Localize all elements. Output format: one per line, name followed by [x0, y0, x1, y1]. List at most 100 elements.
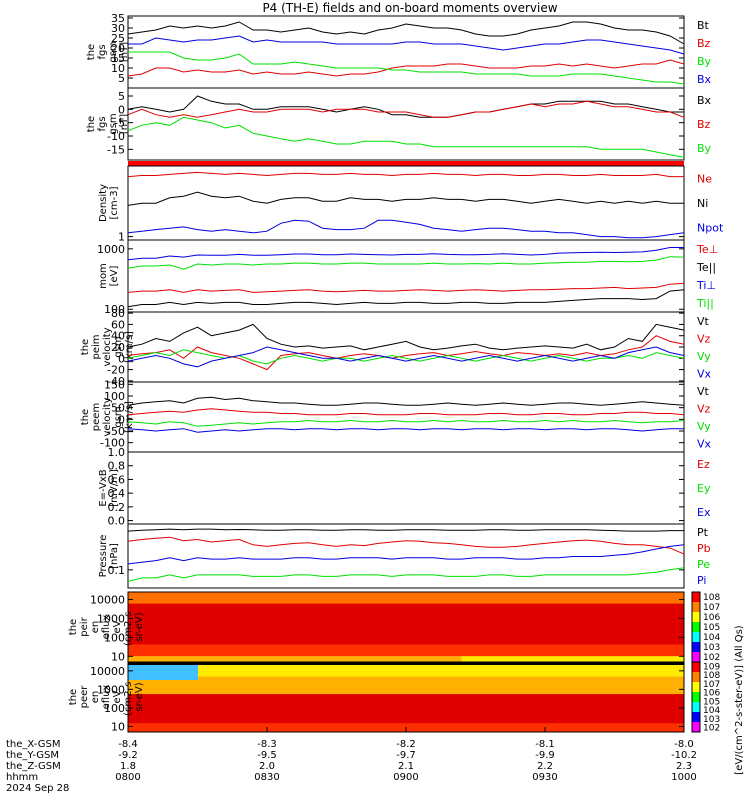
series-line-Bt [127, 21, 685, 45]
spectrogram-cell [146, 635, 157, 640]
spectrogram-cell [656, 726, 666, 730]
spectrogram-cell [257, 664, 268, 669]
spectrogram-cell [489, 612, 500, 616]
spectrogram-cell [637, 618, 648, 622]
spectrogram-cell [563, 714, 574, 718]
spectrogram-cell [368, 594, 379, 599]
spectrogram-cell [183, 612, 194, 616]
spectrogram-cell [600, 705, 611, 710]
spectrogram-cell [582, 650, 592, 654]
spectrogram-cell [554, 603, 565, 608]
spectrogram-cell [165, 691, 175, 695]
spectrogram-cell [285, 667, 296, 672]
spectrogram-cell [396, 635, 407, 640]
x-row-value: -8.2 [396, 739, 416, 750]
spectrogram-cell [128, 708, 138, 713]
spectrogram-cell [600, 720, 611, 724]
series-line-Te⊥ [127, 282, 685, 293]
spectrogram-cell [609, 699, 620, 704]
spectrogram-cell [470, 644, 481, 648]
spectrogram-cell [656, 702, 666, 707]
spectrogram-cell [183, 708, 194, 713]
spectrogram-cell [378, 667, 388, 672]
spectrogram-cell [220, 720, 231, 724]
spectrogram-cell [545, 653, 555, 657]
spectrogram-cell [350, 624, 361, 628]
spectrogram-cell [229, 624, 240, 628]
spectrogram-cell [174, 612, 185, 616]
spectrogram-cell [517, 644, 527, 648]
spectrogram-cell [637, 638, 648, 643]
spectrogram-cell [155, 702, 166, 707]
spectrogram-cell [443, 624, 453, 628]
spectrogram-cell [294, 711, 305, 715]
spectrogram-cell [387, 629, 398, 634]
spectrogram-cell [202, 670, 212, 675]
spectrogram-cell [276, 609, 287, 613]
spectrogram-cell [267, 691, 277, 695]
spectrogram-cell [192, 621, 203, 625]
spectrogram-cell [387, 702, 398, 707]
spectrogram-cell [545, 638, 555, 643]
y-tick-label: 0.1 [108, 564, 126, 577]
spectrogram-cell [294, 685, 305, 689]
spectrogram-cell [591, 621, 602, 625]
spectrogram-cell [406, 594, 416, 599]
x-row-value: 0830 [254, 772, 279, 783]
colorbar-tick-label: 102 [703, 653, 720, 663]
spectrogram-cell [674, 682, 685, 686]
spectrogram-cell [619, 694, 629, 698]
spectrogram-cell [128, 662, 684, 665]
series-line-Ti⊥ [127, 247, 684, 261]
spectrogram-cell [582, 694, 592, 698]
spectrogram-cell [396, 711, 407, 715]
spectrogram-cell [461, 635, 472, 640]
spectrogram-cell [554, 711, 565, 715]
spectrogram-cell [646, 682, 657, 686]
spectrogram-cell [257, 627, 268, 631]
spectrogram-cell [415, 597, 426, 602]
spectrogram-cell [582, 667, 592, 672]
spectrogram-cell [396, 606, 407, 610]
spectrogram-cell [257, 688, 268, 692]
spectrogram-cell [220, 656, 231, 660]
spectrogram-cell [443, 679, 453, 683]
spectrogram-cell [572, 609, 583, 613]
spectrogram-cell [572, 688, 583, 692]
spectrogram-cell [322, 606, 333, 610]
spectrogram-cell [276, 600, 287, 605]
spectrogram-cell [146, 638, 157, 643]
spectrogram-cell [211, 714, 222, 718]
spectrogram-cell [146, 714, 157, 718]
spectrogram-cell [350, 618, 361, 622]
spectrogram-cell [137, 659, 148, 663]
spectrogram-cell [545, 597, 555, 602]
spectrogram-cell [656, 708, 666, 713]
spectrogram-cell [591, 679, 602, 683]
colorbar-segment [692, 672, 700, 683]
spectrogram-cell [155, 609, 166, 613]
spectrogram-cell [211, 726, 222, 730]
spectrogram-cell [192, 641, 203, 645]
spectrogram-cell [674, 694, 685, 698]
spectrogram-cell [341, 656, 351, 660]
spectrogram-cell [637, 635, 648, 640]
spectrogram-cell [443, 667, 453, 672]
spectrogram-cell [674, 667, 685, 672]
spectrogram-cell [563, 647, 574, 651]
spectrogram-cell [165, 609, 175, 613]
spectrogram-cell [396, 656, 407, 660]
spectrogram-cell [609, 653, 620, 657]
spectrogram-cell [331, 691, 342, 695]
spectrogram-cell [229, 714, 240, 718]
spectrogram-cell [406, 629, 416, 634]
spectrogram-cell [415, 635, 426, 640]
spectrogram-cell [628, 676, 639, 680]
spectrogram-cell [535, 632, 546, 637]
spectrogram-cell [461, 726, 472, 730]
y-tick-label: -20 [107, 364, 125, 377]
spectrogram-cell [433, 664, 444, 669]
spectrogram-cell [582, 647, 592, 651]
spectrogram-cell [378, 606, 388, 610]
spectrogram-cell [146, 659, 157, 663]
